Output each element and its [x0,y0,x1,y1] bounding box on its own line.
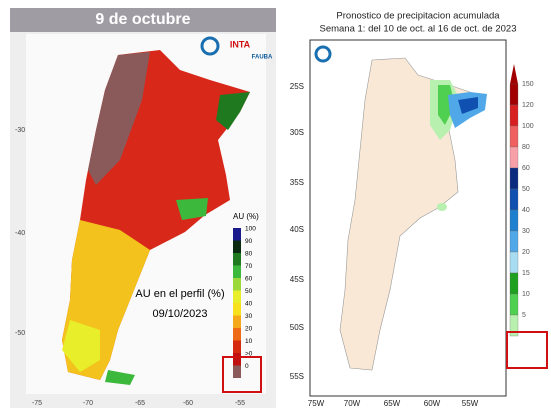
legend-swatch [509,251,519,274]
legend-label: 10 [522,291,530,298]
x-label: -55 [235,400,245,407]
legend-swatch [509,146,519,169]
precip-5 [437,203,447,211]
legend-label: 50 [245,288,253,295]
legend-swatch [509,188,519,211]
legend-label: 10 [245,338,253,345]
y-label: 30S [290,128,304,137]
y-label: -40 [15,230,25,237]
legend-label: 120 [522,102,534,109]
right-subtitle: Semana 1: del 10 de oct. al 16 de oct. d… [319,24,516,35]
legend-swatch [509,293,519,316]
legend-swatch [233,328,241,341]
legend-label: 15 [522,270,530,277]
x-label: -70 [83,400,93,407]
x-label: -65 [135,400,145,407]
legend-label: 60 [522,165,530,172]
legend-label: 100 [522,123,534,130]
legend-swatch [233,290,241,303]
legend: 100 90 80 70 60 50 40 30 20 10 >0 0 [233,226,256,378]
legend-label: 40 [245,301,253,308]
legend-label: 5 [522,312,526,319]
legend-title: AU (%) [233,212,259,221]
y-label: 50S [290,323,304,332]
legend-arrow [510,64,518,84]
logo-icon [200,36,220,56]
legend-swatch [509,230,519,253]
logo-text: INTA [230,39,251,49]
highlight-box [506,331,548,369]
precip-50 [458,97,478,114]
right-title: Pronostico de precipitacion acumulada [336,11,500,22]
right-argentina [339,57,487,371]
map-tierra-fuego [105,370,135,385]
legend-swatch [233,365,241,378]
legend-label: 100 [245,226,256,233]
left-argentina [62,50,250,385]
y-label: 25S [290,82,304,91]
legend-label: >0 [245,351,253,358]
legend-label: 80 [522,144,530,151]
legend-swatch [233,265,241,278]
legend-label: 70 [245,263,253,270]
highlight-box [222,356,262,393]
legend-label: 90 [245,238,253,245]
legend-swatch [233,315,241,328]
logo-text: FAUBA [252,55,273,61]
legend-label: 150 [522,81,534,88]
legend-swatch [233,303,241,316]
map-dry-zone [88,52,150,185]
legend-swatch [233,240,241,253]
legend-swatch [509,314,519,337]
x-label: 70W [344,399,361,408]
legend-label: 30 [245,313,253,320]
y-label: 45S [290,275,304,284]
legend-label: 30 [522,228,530,235]
annotation-date: 09/10/2023 [152,308,207,320]
legend: 150 120 100 80 60 50 40 30 20 15 10 5 [509,64,534,337]
x-label: 55W [462,399,479,408]
legend-swatch [509,83,519,106]
x-label: -75 [32,400,42,407]
logo-icon [314,45,332,63]
axes: -30 -40 -50 -75 -70 -65 -60 -55 [15,127,245,407]
y-label: -50 [15,330,25,337]
map-patch [62,320,100,372]
map-wet-center [176,198,208,220]
axes: 25S 30S 35S 40S 45S 50S 55S 75W 70W 65W 60W 55W [290,82,479,408]
x-label: -60 [183,400,193,407]
legend-label: 50 [522,186,530,193]
x-label: 60W [424,399,441,408]
y-label: -30 [15,127,25,134]
legend-label: 40 [522,207,530,214]
annotation: AU en el perfil (%) [135,288,224,300]
legend-label: 20 [245,326,253,333]
left-title: 9 de octubre [95,11,190,28]
legend-label: 0 [245,363,249,370]
legend-swatch [509,167,519,190]
legend-swatch [233,353,241,366]
x-label: 65W [384,399,401,408]
legend-label: 20 [522,249,530,256]
legend-label: 80 [245,251,253,258]
legend-swatch [509,209,519,232]
legend-swatch [509,272,519,295]
y-label: 55S [290,372,304,381]
y-label: 40S [290,225,304,234]
legend-swatch [233,278,241,291]
legend-swatch [233,228,241,241]
legend-swatch [233,340,241,353]
legend-swatch [233,253,241,266]
left-title-bar [10,8,276,32]
legend-swatch [509,104,519,127]
x-label: 75W [308,399,325,408]
legend-label: 60 [245,276,253,283]
legend-swatch [509,125,519,148]
map-wet-ne [216,92,250,130]
y-label: 35S [290,178,304,187]
